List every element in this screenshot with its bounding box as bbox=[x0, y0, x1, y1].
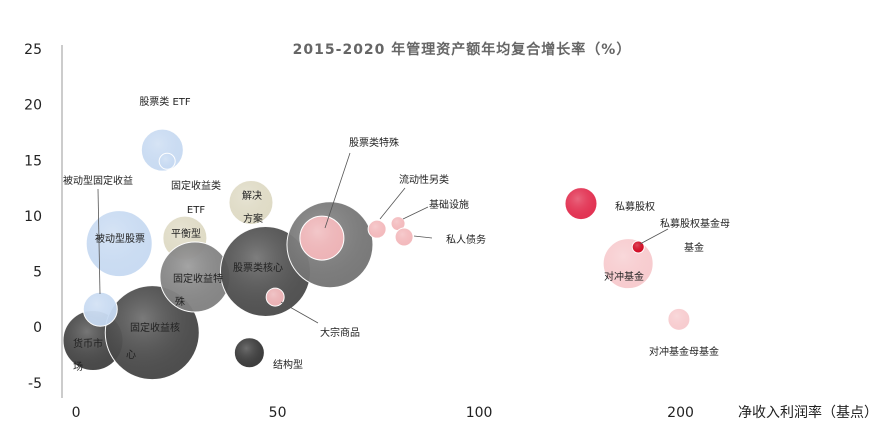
bubble-label: 股票类核心 bbox=[233, 261, 283, 274]
bubble-label: 解决 bbox=[242, 189, 262, 202]
chart-title: 2015-2020 年管理资产额年均复合增长率（%） bbox=[293, 41, 632, 58]
bubble bbox=[667, 307, 691, 331]
bubble-label: 对冲基金母基金 bbox=[649, 345, 719, 358]
bubble-label: 股票类 ETF bbox=[139, 95, 191, 108]
bubble-label: 场 bbox=[73, 360, 83, 373]
x-tick-label: 50 bbox=[269, 405, 287, 421]
y-tick-label: 15 bbox=[24, 153, 42, 169]
x-axis-title: 净收入利润率（基点） bbox=[738, 404, 878, 421]
x-tick-label: 100 bbox=[466, 405, 493, 421]
y-tick-label: 25 bbox=[24, 42, 42, 58]
bubble bbox=[394, 227, 414, 247]
bubble-label: 被动型固定收益 bbox=[63, 174, 133, 187]
bubble-label: 大宗商品 bbox=[320, 326, 360, 339]
leader-line bbox=[413, 235, 433, 239]
bubble bbox=[265, 287, 285, 307]
y-tick-label: 5 bbox=[33, 265, 42, 281]
bubble-label: 私募股权 bbox=[615, 200, 655, 213]
x-tick-label: 200 bbox=[667, 405, 694, 421]
bubble-label: 对冲基金 bbox=[604, 270, 644, 283]
bubble-label: 基金 bbox=[684, 241, 704, 254]
leader-line bbox=[402, 206, 429, 220]
bubble-label: 基础设施 bbox=[429, 198, 469, 211]
bubble bbox=[367, 219, 387, 239]
bubble-label: 被动型股票 bbox=[95, 232, 145, 245]
bubble-label: ETF bbox=[187, 205, 205, 216]
bubble bbox=[564, 187, 598, 221]
bubble-label: 私募股权基金母 bbox=[660, 217, 730, 230]
bubble-label: 私人债务 bbox=[446, 233, 486, 246]
y-tick-label: -5 bbox=[28, 376, 42, 392]
bubble bbox=[158, 152, 176, 170]
bubble-label: 平衡型 bbox=[171, 227, 201, 240]
leader-line bbox=[639, 228, 669, 245]
bubble bbox=[82, 291, 118, 327]
bubble-label: 货币市 bbox=[73, 337, 103, 350]
leader-line bbox=[280, 301, 319, 324]
leader-line bbox=[324, 152, 351, 229]
bubble bbox=[299, 215, 345, 261]
leader-line bbox=[97, 188, 101, 295]
bubble-label: 殊 bbox=[175, 295, 185, 308]
x-tick-label: 0 bbox=[72, 405, 81, 421]
y-tick-label: 10 bbox=[24, 209, 42, 225]
bubble-label: 固定收益类 bbox=[171, 179, 221, 192]
bubble-label: 流动性另类 bbox=[399, 173, 449, 186]
bubble-label: 结构型 bbox=[273, 358, 303, 371]
bubble-label: 固定收益特 bbox=[173, 272, 223, 285]
bubble-label: 股票类特殊 bbox=[349, 136, 399, 149]
y-tick-label: 0 bbox=[33, 320, 42, 336]
leader-line bbox=[379, 187, 406, 220]
bubble-label: 心 bbox=[126, 349, 136, 361]
bubble-label: 方案 bbox=[243, 212, 263, 225]
y-tick-label: 20 bbox=[24, 98, 42, 114]
bubble-label: 固定收益核 bbox=[130, 321, 180, 334]
bubble bbox=[233, 337, 265, 369]
